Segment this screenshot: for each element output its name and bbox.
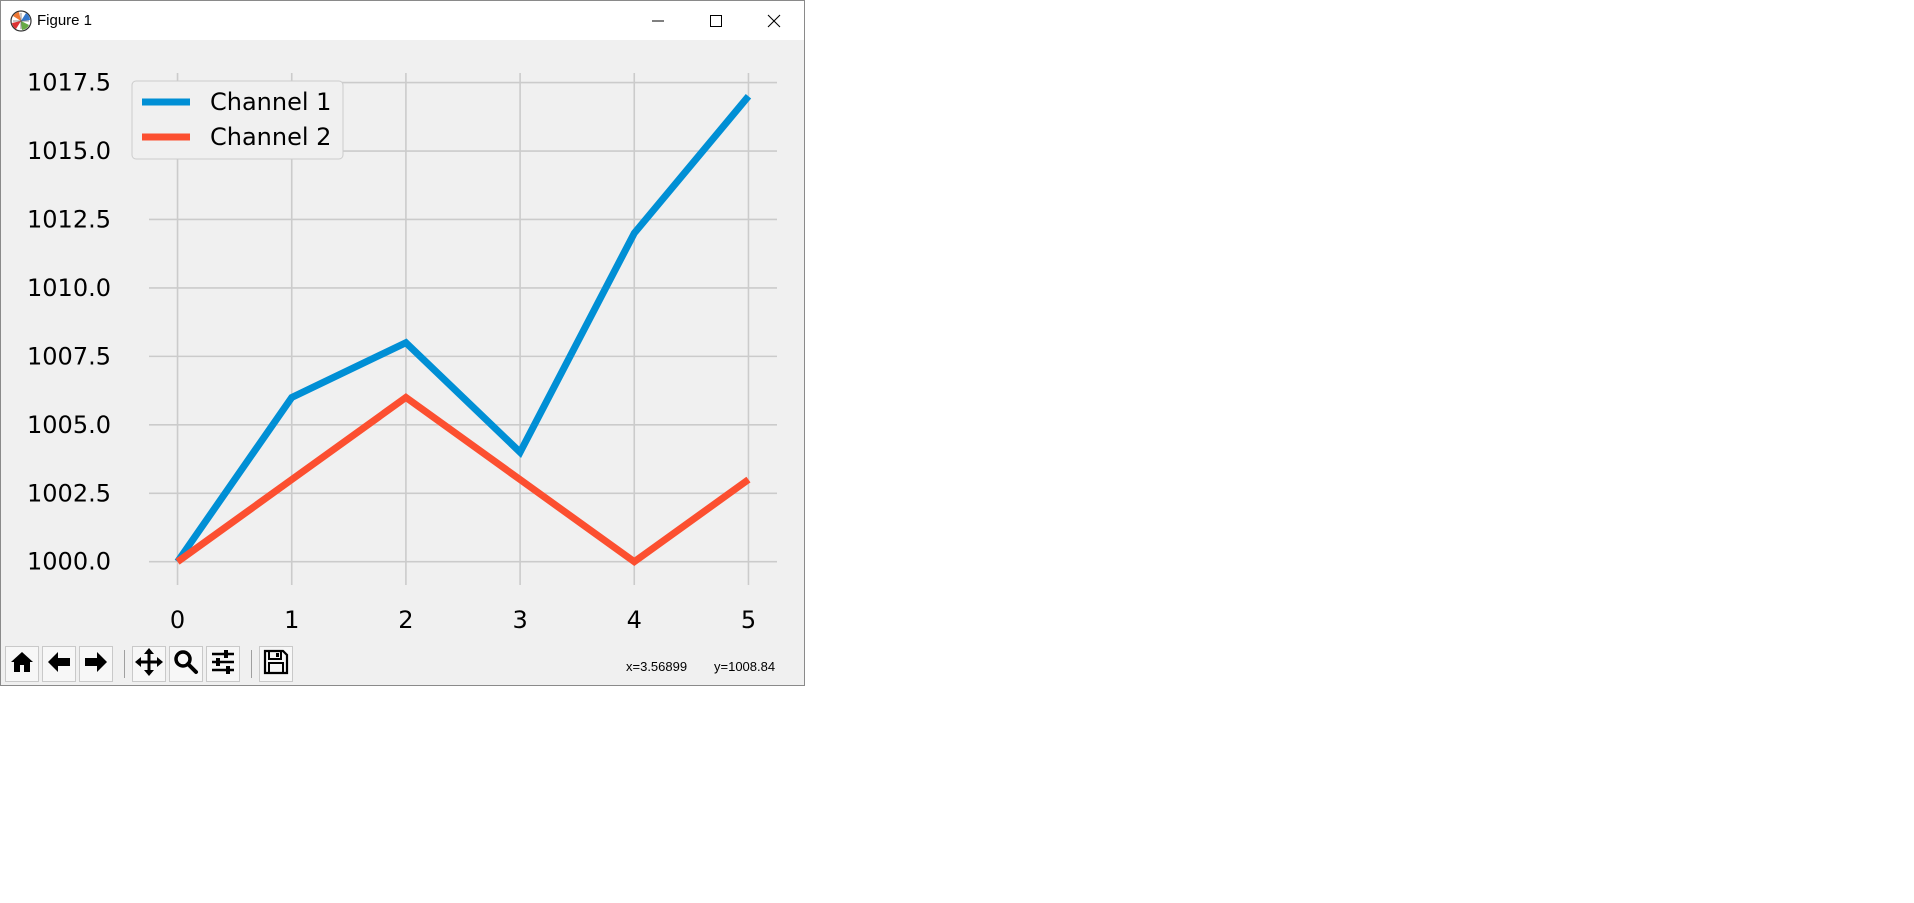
x-tick-label: 3 [512, 606, 527, 634]
grid [149, 73, 777, 585]
y-tick-label: 1007.5 [27, 342, 111, 370]
y-tick-label: 1017.5 [27, 69, 111, 97]
legend-label-1: Channel 1 [210, 88, 331, 116]
figure-canvas[interactable]: 0 1 2 3 4 5 1000.0 1002.5 1005.0 1007.5 1010.0 1012… [1, 40, 805, 638]
tick-labels: 0 1 2 3 4 5 1000.0 1002.5 1005.0 1007.5 1010.0 1012… [27, 69, 756, 634]
x-tick-label: 2 [398, 606, 413, 634]
configure-subplots-button[interactable] [206, 646, 240, 682]
forward-icon [83, 649, 109, 680]
series-line-1 [174, 94, 752, 564]
configure-subplots-icon [210, 649, 236, 680]
cursor-x-readout: x=3.56899 [626, 659, 688, 674]
close-icon [767, 14, 781, 28]
x-tick-label: 4 [627, 606, 642, 634]
line-chart[interactable]: 0 1 2 3 4 5 1000.0 1002.5 1005.0 1007.5 1010.0 1012… [1, 40, 805, 638]
y-tick-label: 1015.0 [27, 137, 111, 165]
toolbar-separator [124, 650, 125, 678]
toolbar-separator [251, 650, 252, 678]
pan-icon [135, 647, 163, 681]
window-title: Figure 1 [37, 12, 93, 29]
x-tick-label: 5 [741, 606, 756, 634]
back-icon [46, 649, 72, 680]
y-tick-label: 1005.0 [27, 411, 111, 439]
legend-label-2: Channel 2 [210, 123, 331, 151]
series-line-2 [175, 393, 751, 567]
navigation-toolbar: x=3.56899 y=1008.84 [1, 641, 804, 685]
series-lines [174, 94, 752, 567]
home-button[interactable] [5, 646, 39, 682]
title-bar[interactable]: Figure 1 [1, 1, 804, 40]
minimize-icon [651, 14, 665, 28]
y-tick-label: 1000.0 [27, 548, 111, 576]
x-tick-label: 0 [170, 606, 185, 634]
back-button[interactable] [42, 646, 76, 682]
maximize-icon [709, 14, 723, 28]
forward-button[interactable] [79, 646, 113, 682]
minimize-button[interactable] [629, 1, 687, 40]
y-tick-label: 1010.0 [27, 274, 111, 302]
matplotlib-icon [10, 10, 32, 32]
x-tick-label: 1 [284, 606, 299, 634]
zoom-icon [173, 649, 199, 680]
legend: Channel 1 Channel 2 [131, 80, 344, 160]
figure-window: Figure 1 0 1 2 3 4 5 1000.0 1002.5 1005.0 1007.5 1… [0, 0, 805, 686]
home-icon [9, 649, 35, 680]
y-tick-label: 1012.5 [27, 205, 111, 233]
save-button[interactable] [259, 646, 293, 682]
y-tick-label: 1002.5 [27, 479, 111, 507]
save-icon [263, 649, 289, 680]
zoom-button[interactable] [169, 646, 203, 682]
close-button[interactable] [745, 1, 803, 40]
maximize-button[interactable] [687, 1, 745, 40]
pan-button[interactable] [132, 646, 166, 682]
cursor-y-readout: y=1008.84 [714, 659, 776, 674]
